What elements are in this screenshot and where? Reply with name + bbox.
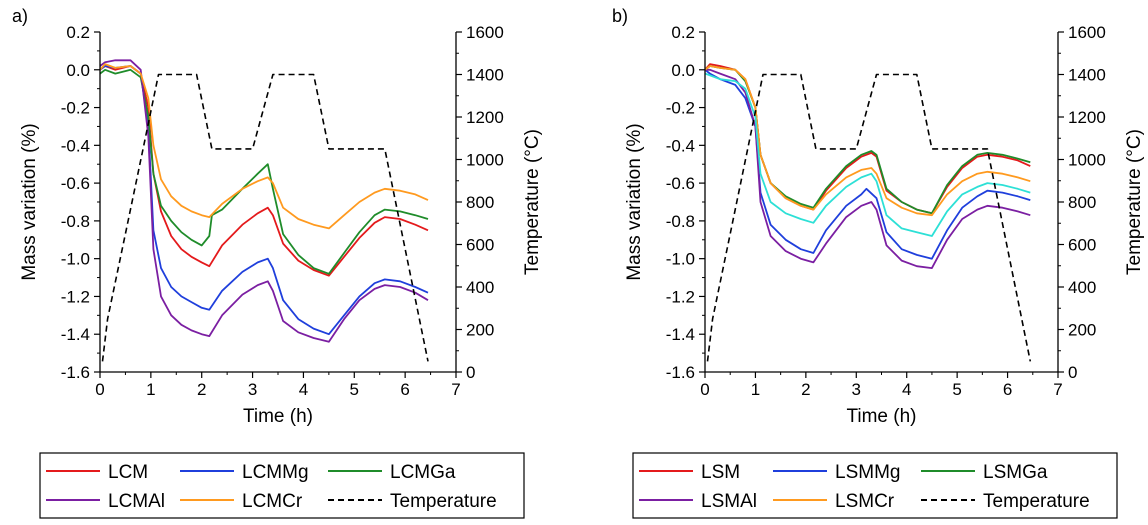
x-tick-label: 7 — [451, 380, 460, 399]
x-tick-label: 3 — [852, 380, 861, 399]
legend-label-lcm: LCM — [108, 462, 148, 483]
y2-tick-label: 400 — [1068, 278, 1096, 297]
series-line-lsmmg — [705, 69, 1031, 260]
x-tick-label: 2 — [801, 380, 810, 399]
x-tick-label: 3 — [248, 380, 257, 399]
y2-tick-label: 800 — [466, 193, 494, 212]
y-tick-label: 0.2 — [66, 23, 90, 42]
y2-tick-label: 400 — [466, 278, 494, 297]
x-tick-label: 6 — [400, 380, 409, 399]
y2-tick-label: 600 — [1068, 236, 1096, 255]
y2-tick-label: 800 — [1068, 193, 1096, 212]
y2-tick-label: 1400 — [466, 66, 504, 85]
chart-panel-2: b) 0 1 2 3 4 5 6 7 0.2 0.0 -0.2 -0.4 -0.6 -0.8 -1.0 -1.2… — [612, 6, 1145, 519]
y-tick-label: 0.0 — [671, 61, 695, 80]
y2-tick-label: 200 — [1068, 321, 1096, 340]
series-line-temperature — [706, 73, 1032, 362]
x-tick-label: 1 — [146, 380, 155, 399]
y2-tick-label: 1200 — [1068, 108, 1106, 127]
y2-axis-title: Temperature (°C) — [1124, 129, 1145, 275]
series-line-lsmcr — [705, 65, 1031, 217]
legend-label-lsmmg: LSMMg — [835, 462, 900, 483]
x-tick-label: 6 — [1003, 380, 1012, 399]
legend-label-temperature: Temperature — [390, 491, 497, 512]
series-line-lsmal — [705, 68, 1031, 270]
series-line-lsmga — [705, 65, 1031, 215]
y-axis-title: Mass variation (%) — [19, 123, 40, 280]
y-tick-label: -1.4 — [666, 325, 695, 344]
series-line-temperature — [101, 73, 429, 362]
y2-tick-label: 0 — [466, 363, 475, 382]
y-tick-label: -1.2 — [666, 287, 695, 306]
y-tick-label: -0.4 — [61, 136, 90, 155]
x-tick-label: 2 — [197, 380, 206, 399]
legend-label-lsmal: LSMAl — [701, 491, 757, 512]
y2-tick-label: 200 — [466, 321, 494, 340]
series-group — [100, 59, 429, 362]
y2-tick-label: 600 — [466, 236, 494, 255]
series-line-lcmga — [100, 68, 429, 275]
series-line-6 — [705, 72, 1031, 237]
x-tick-label: 5 — [952, 380, 961, 399]
y-axis-title: Mass variation (%) — [624, 123, 645, 280]
series-line-lcm — [100, 65, 429, 277]
y2-tick-label: 1000 — [1068, 151, 1106, 170]
y2-tick-label: 0 — [1068, 363, 1077, 382]
chart-panel-1: a) 0 1 2 3 4 5 6 7 0.2 0.0 -0.2 -0.4 -0.6 -0.8 -1.0 -1.2… — [12, 6, 543, 519]
y-tick-label: -1.0 — [61, 250, 90, 269]
y-tick-label: -1.6 — [666, 363, 695, 382]
y-tick-label: 0.0 — [66, 61, 90, 80]
y-tick-label: -1.6 — [61, 363, 90, 382]
y-tick-label: -1.2 — [61, 287, 90, 306]
x-tick-label: 1 — [751, 380, 760, 399]
x-tick-label: 7 — [1053, 380, 1062, 399]
x-tick-label: 5 — [350, 380, 359, 399]
series-line-lcmal — [100, 59, 429, 343]
legend-label-lcmmg: LCMMg — [242, 462, 309, 483]
legend-label-lcmcr: LCMCr — [242, 491, 303, 512]
legend-label-lcmal: LCMAl — [108, 491, 165, 512]
legend-label-lsmcr: LSMCr — [835, 491, 895, 512]
x-tick-label: 0 — [700, 380, 709, 399]
y2-tick-label: 1400 — [1068, 66, 1106, 85]
x-tick-label: 4 — [902, 380, 911, 399]
y2-tick-label: 1600 — [466, 23, 504, 42]
y2-tick-label: 1600 — [1068, 23, 1106, 42]
y-tick-label: 0.2 — [671, 23, 695, 42]
panel-label: b) — [612, 6, 628, 26]
y-tick-label: -0.8 — [61, 212, 90, 231]
legend-label-lsm: LSM — [701, 462, 740, 483]
y-tick-label: -0.2 — [666, 99, 695, 118]
series-group — [705, 63, 1032, 362]
y2-axis-title: Temperature (°C) — [522, 129, 543, 275]
legend-label-lcmga: LCMGa — [390, 462, 456, 483]
y-tick-label: -1.0 — [666, 250, 695, 269]
x-tick-label: 0 — [95, 380, 104, 399]
y-tick-label: -0.4 — [666, 136, 695, 155]
x-tick-label: 4 — [299, 380, 308, 399]
y2-tick-label: 1000 — [466, 151, 504, 170]
x-axis-title: Time (h) — [243, 406, 313, 427]
y2-tick-label: 1200 — [466, 108, 504, 127]
y-tick-label: -0.6 — [61, 174, 90, 193]
y-tick-label: -0.6 — [666, 174, 695, 193]
legend: LCM LCMMg LCMGa LCMAl LCMCr Temperature — [39, 452, 525, 519]
legend-label-temperature: Temperature — [983, 491, 1090, 512]
legend-label-lsmga: LSMGa — [983, 462, 1048, 483]
series-line-lcmcr — [100, 63, 429, 230]
legend-box — [632, 452, 1118, 519]
legend: LSM LSMMg LSMGa LSMAl LSMCr Temperature — [632, 452, 1118, 519]
x-axis-title: Time (h) — [846, 406, 916, 427]
panel-label: a) — [12, 6, 28, 26]
y-tick-label: -1.4 — [61, 325, 90, 344]
y-tick-label: -0.2 — [61, 99, 90, 118]
y-tick-label: -0.8 — [666, 212, 695, 231]
legend-box — [39, 452, 525, 519]
